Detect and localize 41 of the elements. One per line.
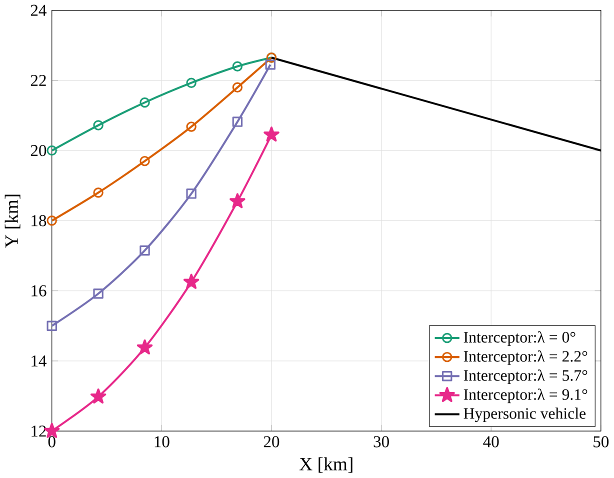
point	[140, 98, 150, 108]
point	[183, 274, 200, 290]
y-tick-label: 16	[32, 285, 46, 297]
y-tick-label: 22	[30, 75, 46, 86]
point	[93, 120, 104, 131]
point	[232, 116, 243, 128]
legend-label: Interceptor:λ = 0°	[464, 332, 576, 346]
y-tick-label: 12	[32, 426, 46, 437]
y-tick-label: 20	[30, 145, 46, 156]
point	[186, 78, 196, 88]
x-axis-title: X [km]	[299, 457, 352, 473]
point	[140, 156, 150, 166]
x-tick-label: 40	[483, 436, 499, 448]
point	[230, 193, 246, 208]
x-tick-label: 20	[264, 436, 280, 448]
point	[136, 340, 153, 355]
x-tick-label: 10	[154, 436, 170, 448]
point	[93, 288, 104, 299]
point	[264, 126, 280, 142]
y-axis-title: Y [km]	[4, 194, 20, 248]
point	[46, 146, 57, 156]
x-tick-label: 30	[374, 436, 389, 448]
y-tick-label: 14	[32, 356, 47, 367]
point	[140, 246, 150, 256]
legend-label: Hypersonic vehicle	[464, 408, 586, 422]
legend-label: Interceptor:λ = 2.2°	[464, 350, 588, 366]
legend-label: Interceptor:λ = 9.1°	[464, 388, 588, 404]
point	[186, 122, 196, 132]
x-tick-label: 50	[594, 436, 609, 448]
legend-label: Interceptor:λ = 5.7°	[464, 370, 588, 384]
point	[232, 82, 243, 93]
point	[232, 61, 243, 72]
point	[46, 216, 57, 226]
point	[265, 60, 276, 70]
point	[90, 388, 106, 404]
y-tick-label: 24	[30, 5, 47, 16]
point	[46, 320, 57, 332]
y-tick-label: 18	[32, 215, 46, 226]
point	[93, 188, 104, 198]
x-tick-label: 0	[48, 436, 56, 448]
point	[186, 188, 196, 200]
